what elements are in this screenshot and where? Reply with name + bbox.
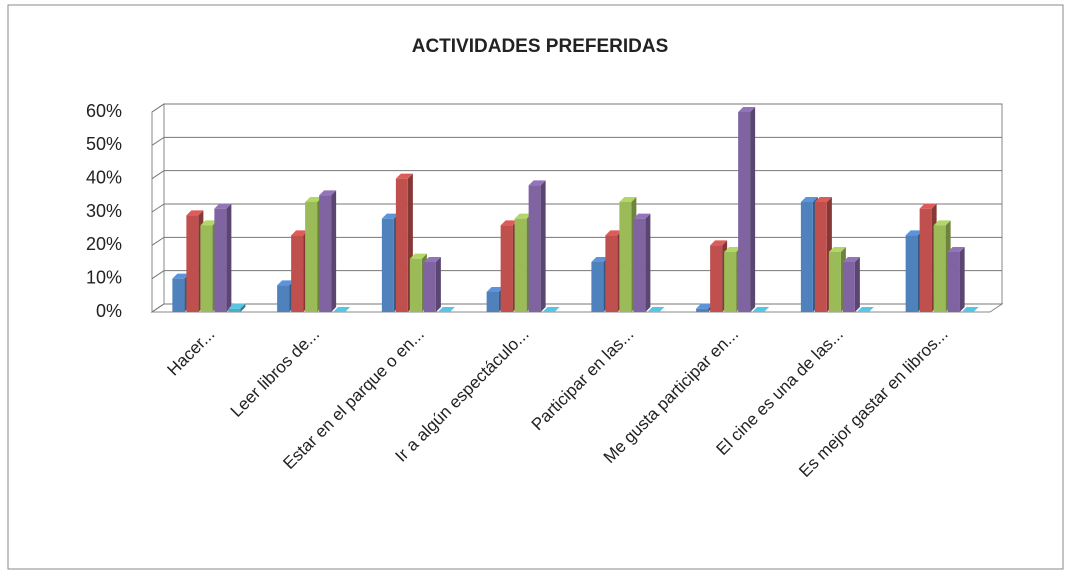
bar-top <box>214 203 232 209</box>
bar <box>172 278 185 312</box>
bar <box>200 225 213 312</box>
bar <box>228 308 241 312</box>
bar <box>186 215 199 312</box>
bar-top <box>333 307 351 312</box>
bar <box>423 262 436 312</box>
bar <box>277 285 290 312</box>
bar <box>905 235 918 312</box>
bar-top <box>752 307 770 312</box>
bar-top <box>856 307 874 312</box>
bar-top <box>828 247 846 252</box>
bar <box>710 245 723 312</box>
bar-top <box>605 230 623 236</box>
bar-top <box>591 257 609 262</box>
bar-top <box>905 230 923 236</box>
bar-top <box>710 240 728 246</box>
grid-line <box>151 103 1002 113</box>
y-tick-label: 20% <box>86 234 122 254</box>
bar-top <box>961 307 979 312</box>
bar-side <box>226 203 232 312</box>
bar-top <box>423 257 441 262</box>
bar <box>381 218 394 312</box>
bar-side <box>959 247 965 312</box>
y-tick-label: 10% <box>86 267 122 287</box>
bar-top <box>486 287 504 292</box>
bar-top <box>277 280 295 286</box>
bar <box>828 252 841 312</box>
grid-line <box>151 203 1002 213</box>
bar <box>514 218 527 312</box>
bar <box>933 225 946 312</box>
bar-top <box>619 197 637 202</box>
y-tick-label: 50% <box>86 134 122 154</box>
bar-side <box>854 257 860 312</box>
bar-top <box>724 247 742 252</box>
y-tick-label: 0% <box>96 301 122 321</box>
bar-top <box>395 173 413 179</box>
bar <box>319 195 332 312</box>
bar-side <box>435 257 441 312</box>
bar-side <box>750 107 756 312</box>
bar-top <box>919 203 937 209</box>
bar-top <box>514 213 532 219</box>
grid-line <box>151 236 1002 246</box>
bar-top <box>933 220 951 226</box>
bar-top <box>947 247 965 252</box>
bar <box>724 252 737 312</box>
bar-side <box>240 303 246 312</box>
bar <box>500 225 513 312</box>
bar-top <box>409 253 427 259</box>
bar <box>409 258 422 312</box>
bar-top <box>291 230 309 236</box>
bar <box>738 112 751 312</box>
bar-top <box>738 107 756 112</box>
bar-top <box>172 273 190 279</box>
bar-top <box>696 303 714 309</box>
bar-top <box>633 213 651 219</box>
y-tick-label: 40% <box>86 167 122 187</box>
bar-top <box>186 210 204 216</box>
bar <box>591 262 604 312</box>
grid-line <box>151 170 1002 180</box>
bar <box>814 202 827 312</box>
bar-top <box>814 197 832 202</box>
bar <box>528 185 541 312</box>
bar-top <box>647 307 665 312</box>
bar <box>214 208 227 312</box>
bar <box>291 235 304 312</box>
bar-top <box>319 190 337 196</box>
bar-side <box>645 213 651 312</box>
bar <box>605 235 618 312</box>
bar <box>486 292 499 312</box>
bar <box>919 208 932 312</box>
bar-top <box>800 197 818 202</box>
bar <box>947 252 960 312</box>
bar-top <box>200 220 218 226</box>
bar-side <box>331 190 337 312</box>
bar-top <box>500 220 518 226</box>
bar-top <box>528 180 546 186</box>
bar-top <box>437 307 455 312</box>
bar <box>696 308 709 312</box>
y-tick-label: 60% <box>86 101 122 121</box>
bar-top <box>305 197 323 202</box>
bar <box>633 218 646 312</box>
bar <box>800 202 813 312</box>
chart-title: ACTIVIDADES PREFERIDAS <box>412 36 669 57</box>
bar <box>842 262 855 312</box>
bar-side <box>540 180 546 312</box>
bar <box>619 202 632 312</box>
bar-top <box>542 307 560 312</box>
grid-line <box>151 136 1002 146</box>
bar-top <box>228 303 246 309</box>
bar <box>395 178 408 312</box>
bar-top <box>381 213 399 219</box>
y-tick-label: 30% <box>86 201 122 221</box>
bar-top <box>842 257 860 262</box>
bar <box>305 202 318 312</box>
